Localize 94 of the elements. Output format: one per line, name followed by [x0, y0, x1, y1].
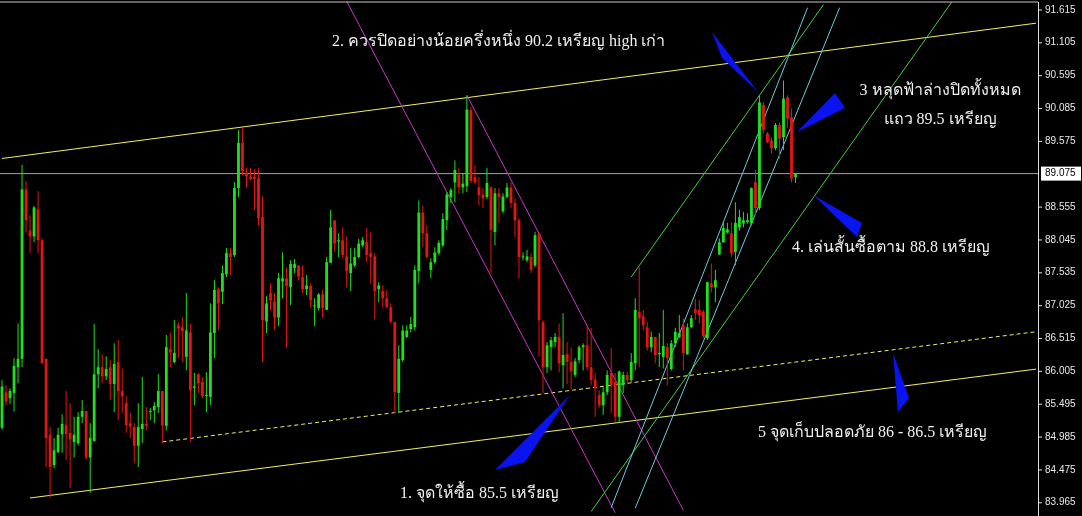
candlestick	[321, 289, 325, 319]
y-tick-label: 87.025	[1045, 299, 1077, 311]
candlestick	[653, 336, 657, 364]
candlestick	[140, 376, 144, 444]
candlestick	[661, 309, 665, 369]
candlestick	[96, 348, 100, 389]
candlestick	[345, 235, 349, 288]
y-tick-label: 87.535	[1045, 266, 1077, 278]
candlestick	[421, 205, 425, 248]
y-tick-label: 86.515	[1045, 332, 1077, 344]
candlestick	[309, 282, 312, 308]
candlestick	[132, 422, 136, 464]
y-tick-label: 91.615	[1045, 3, 1077, 15]
candlestick	[80, 399, 84, 424]
candlestick	[180, 316, 184, 363]
candlestick	[156, 373, 160, 414]
candlestick	[778, 121, 781, 159]
annotation: 5 จุดเก็บปลอดภัย 86 - 86.5 เหรียญ	[758, 421, 988, 442]
candlestick	[377, 281, 381, 303]
candlestick	[333, 219, 337, 253]
candlestick	[601, 386, 605, 416]
candlestick	[457, 167, 461, 194]
candlestick	[341, 226, 345, 259]
annotation: 1. จุดให้ซื้อ 85.5 เหรียญ	[400, 481, 559, 503]
candlestick	[196, 372, 200, 394]
candlestick	[389, 302, 393, 324]
candlestick	[645, 321, 649, 351]
y-tick-label: 85.495	[1045, 397, 1077, 409]
annotation: 4. เล่นสั้นซื้อตาม 88.8 เหรียญ	[792, 235, 990, 256]
y-tick-label: 88.555	[1045, 200, 1077, 212]
candlestick	[245, 167, 248, 188]
y-tick-label: 90.595	[1045, 69, 1077, 81]
candlestick	[597, 389, 601, 409]
y-tick-label: 89.575	[1045, 135, 1077, 147]
candlestick	[108, 359, 112, 401]
candlestick	[124, 395, 128, 434]
candlestick	[730, 221, 733, 258]
candlestick	[569, 346, 573, 390]
y-tick-label: 90.085	[1045, 102, 1077, 114]
candlestick	[609, 347, 613, 414]
candlestick	[168, 331, 172, 368]
candlestick	[677, 314, 681, 339]
ref-line-label: 89.075	[1045, 167, 1077, 179]
candlestick	[217, 286, 220, 331]
candlestick	[774, 122, 777, 151]
candlestick	[136, 402, 140, 468]
candlestick	[120, 367, 124, 414]
y-tick-label: 88.045	[1045, 233, 1077, 245]
candlestick	[721, 221, 725, 244]
candlestick	[289, 259, 292, 306]
candlestick	[229, 247, 232, 276]
candlestick	[385, 289, 389, 309]
y-tick-label: 84.475	[1045, 463, 1077, 475]
candlestick	[265, 295, 268, 334]
candlestick	[269, 282, 272, 311]
candlestick	[349, 247, 353, 292]
candlestick	[285, 266, 288, 349]
annotation: 3 หลุดฟ้าล่างปิดทั้งหมด แถว 89.5 เหรียญ	[859, 78, 1021, 128]
candlestick	[305, 274, 308, 296]
candlestick	[200, 376, 204, 399]
candlestick	[144, 406, 148, 431]
candlestick	[60, 413, 64, 454]
y-tick-label: 84.985	[1045, 430, 1077, 442]
candlestick	[673, 327, 677, 348]
candlestick	[301, 264, 304, 294]
candlestick	[365, 227, 369, 263]
candlestick	[665, 342, 669, 386]
candlestick	[693, 298, 697, 321]
candlestick	[104, 355, 108, 381]
candlestick	[337, 232, 341, 258]
candlestick	[357, 238, 361, 259]
y-tick-label: 86.005	[1045, 365, 1077, 377]
candlestick	[172, 319, 176, 364]
candlestick	[72, 416, 76, 458]
candlestick	[713, 269, 717, 303]
candlestick	[273, 292, 276, 331]
candlestick	[112, 342, 116, 413]
candlestick	[709, 262, 713, 293]
y-tick-label: 83.965	[1045, 496, 1077, 508]
y-tick-label: 91.105	[1045, 36, 1077, 48]
candlestick	[176, 321, 180, 359]
candlestick	[68, 402, 72, 489]
candlestick	[605, 369, 609, 396]
candlestick	[313, 297, 317, 327]
candlestick	[637, 266, 641, 368]
candlestick	[581, 342, 585, 371]
candlestick	[453, 159, 457, 203]
candlestick	[381, 284, 385, 308]
candlestick	[641, 309, 645, 331]
candlestick	[100, 353, 104, 384]
candlestick	[429, 257, 433, 279]
candlestick	[148, 407, 152, 421]
candlestick	[649, 331, 653, 353]
candlestick	[425, 224, 429, 259]
